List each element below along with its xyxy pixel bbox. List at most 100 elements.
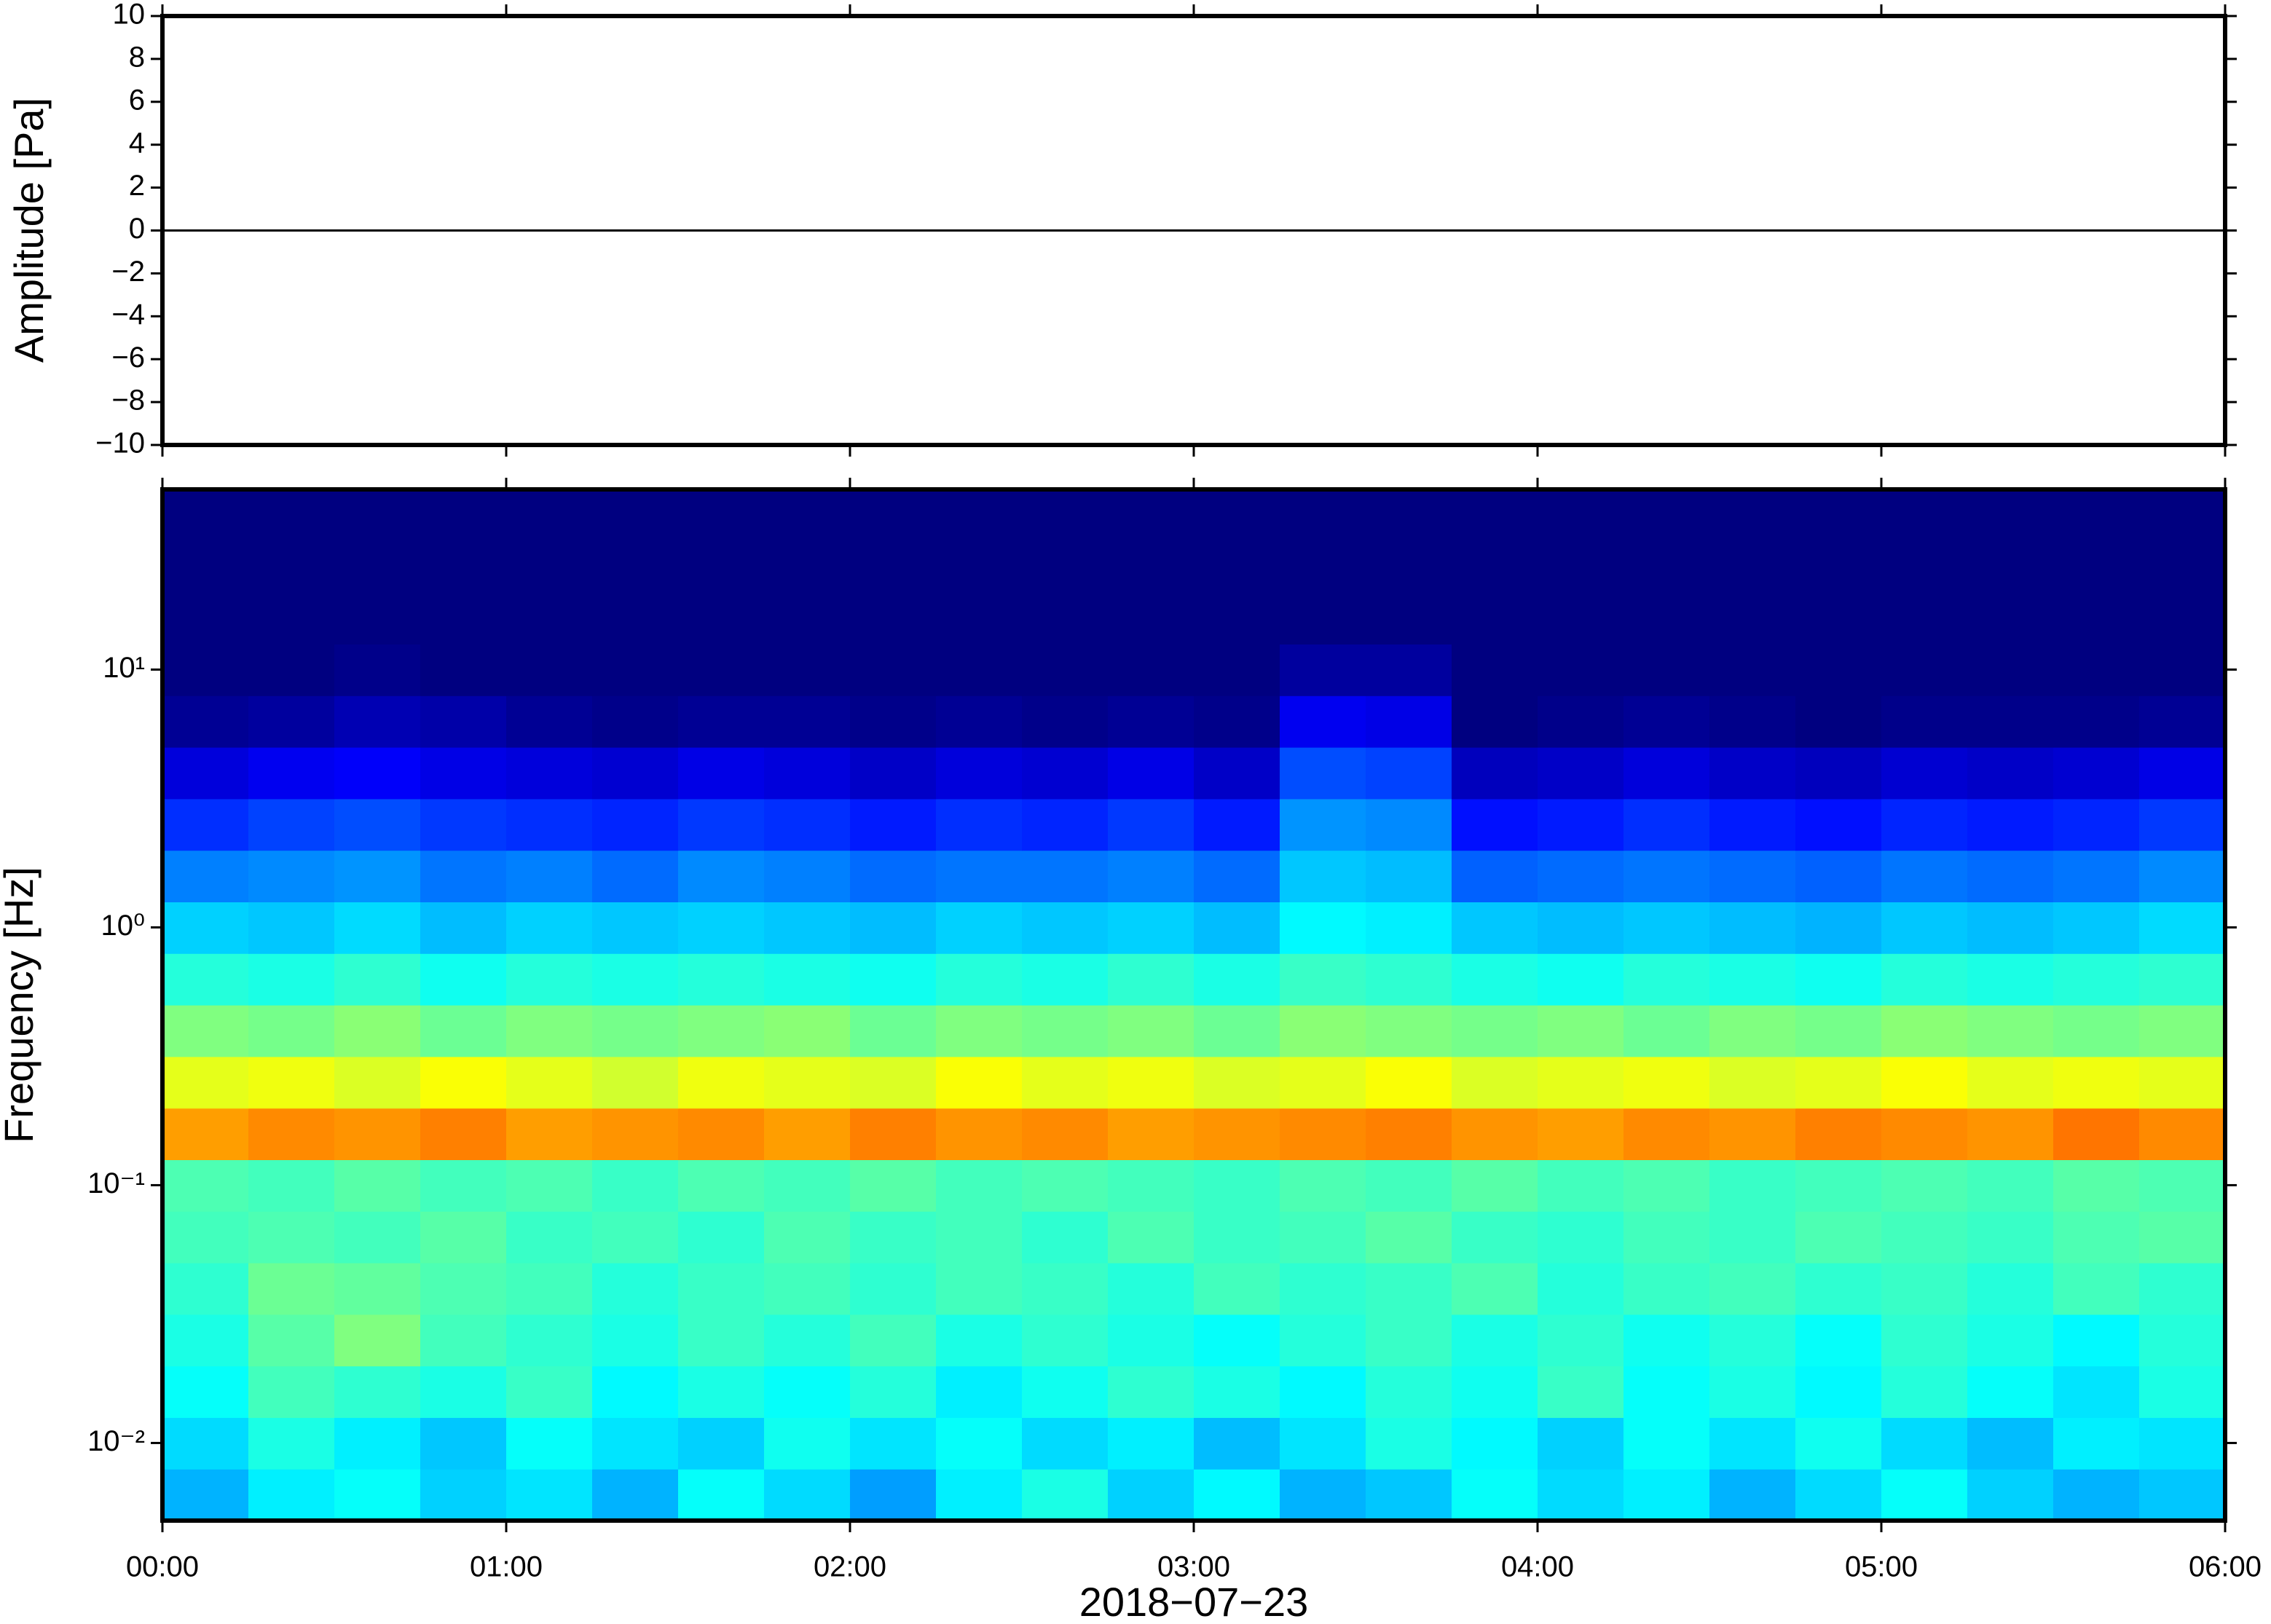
heatmap-cell <box>1194 1159 1280 1212</box>
heatmap-cell <box>1795 1469 1882 1521</box>
heatmap-cell <box>592 798 679 851</box>
heatmap-cell <box>1967 798 2054 851</box>
heatmap-cell <box>1452 1159 1538 1212</box>
heatmap-cell <box>420 1314 507 1367</box>
heatmap-cell <box>1452 747 1538 800</box>
heatmap-cell <box>1538 644 1624 696</box>
heatmap-cell <box>506 1056 593 1109</box>
heatmap-cell <box>678 1056 765 1109</box>
heatmap-cell <box>1967 592 2054 645</box>
heatmap-cell <box>936 747 1023 800</box>
heatmap-cell <box>1538 850 1624 902</box>
heatmap-cell <box>2139 1365 2226 1418</box>
heatmap-cell <box>1623 1469 1710 1521</box>
heatmap-cell <box>1623 1005 1710 1057</box>
heatmap-cell <box>1108 489 1194 542</box>
heatmap-cell <box>1022 1108 1109 1160</box>
heatmap-cell <box>334 644 421 696</box>
heatmap-cell <box>936 1005 1023 1057</box>
heatmap-cell <box>2053 1263 2140 1315</box>
heatmap-cell <box>1108 1005 1194 1057</box>
heatmap-cell <box>1452 798 1538 851</box>
heatmap-cell <box>506 1005 593 1057</box>
heatmap-cell <box>162 902 249 954</box>
heatmap-cell <box>420 953 507 1006</box>
heatmap-cell <box>248 1365 335 1418</box>
heatmap-cell <box>1280 1005 1366 1057</box>
heatmap-cell <box>764 798 851 851</box>
heatmap-cell <box>1108 1365 1194 1418</box>
heatmap-cell <box>592 1159 679 1212</box>
heatmap-cell <box>850 695 937 748</box>
heatmap-cell <box>1623 1417 1710 1470</box>
heatmap-cell <box>1795 1417 1882 1470</box>
heatmap-cell <box>1366 695 1452 748</box>
y-tick-label: −2 <box>111 256 145 288</box>
heatmap-cell <box>1538 1263 1624 1315</box>
heatmap-cell <box>1967 695 2054 748</box>
heatmap-cell <box>2139 1056 2226 1109</box>
heatmap-cell <box>678 1005 765 1057</box>
heatmap-cell <box>248 1469 335 1521</box>
heatmap-cell <box>1280 1159 1366 1212</box>
heatmap-cell <box>334 540 421 594</box>
heatmap-cell <box>1194 1108 1280 1160</box>
heatmap-cell <box>850 540 937 594</box>
heatmap-cell <box>1366 1365 1452 1418</box>
heatmap-cell <box>420 798 507 851</box>
heatmap-cell <box>1881 953 1968 1006</box>
heatmap-cell <box>1366 1159 1452 1212</box>
heatmap-cell <box>1538 489 1624 542</box>
heatmap-cell <box>592 489 679 542</box>
heatmap-cell <box>1366 1005 1452 1057</box>
heatmap-cell <box>1623 1263 1710 1315</box>
heatmap-cell <box>678 540 765 594</box>
heatmap-cell <box>1538 902 1624 954</box>
heatmap-cell <box>1709 1005 1796 1057</box>
heatmap-cell <box>1022 1417 1109 1470</box>
heatmap-cell <box>248 1056 335 1109</box>
heatmap-cell <box>850 1314 937 1367</box>
heatmap-cell <box>1795 953 1882 1006</box>
heatmap-cell <box>420 1469 507 1521</box>
heatmap-cell <box>1022 1211 1109 1264</box>
x-tick-label: 06:00 <box>2189 1551 2262 1583</box>
heatmap-cell <box>1194 1469 1280 1521</box>
heatmap-cell <box>334 1417 421 1470</box>
heatmap-cell <box>1108 695 1194 748</box>
heatmap-cell <box>1194 850 1280 902</box>
heatmap-cell <box>1280 1108 1366 1160</box>
heatmap-cell <box>1709 747 1796 800</box>
heatmap-cell <box>1795 1314 1882 1367</box>
heatmap-cell <box>1538 1159 1624 1212</box>
heatmap-cell <box>334 747 421 800</box>
heatmap-cell <box>2053 1159 2140 1212</box>
x-tick-label: 04:00 <box>1501 1551 1574 1583</box>
heatmap-cell <box>420 695 507 748</box>
heatmap-cell <box>936 1211 1023 1264</box>
heatmap-cell <box>1194 695 1280 748</box>
heatmap-cell <box>334 798 421 851</box>
heatmap-cell <box>850 850 937 902</box>
heatmap-cell <box>850 1263 937 1315</box>
y-tick-label: 10⁻² <box>87 1425 145 1457</box>
heatmap-cell <box>506 592 593 645</box>
y-axis-title: Frequency [Hz] <box>0 867 42 1143</box>
heatmap-cell <box>1795 1159 1882 1212</box>
heatmap-cell <box>162 1005 249 1057</box>
heatmap-cell <box>1022 1365 1109 1418</box>
heatmap-cell <box>1967 1108 2054 1160</box>
heatmap-cell <box>678 1469 765 1521</box>
heatmap-cell <box>1881 902 1968 954</box>
heatmap-cell <box>248 1314 335 1367</box>
heatmap-cell <box>1967 1263 2054 1315</box>
heatmap-cell <box>162 1211 249 1264</box>
heatmap-cell <box>1623 747 1710 800</box>
heatmap-cell <box>1881 1159 1968 1212</box>
heatmap-cell <box>1709 902 1796 954</box>
heatmap-cell <box>1709 1108 1796 1160</box>
heatmap-cell <box>2139 489 2226 542</box>
heatmap-cell <box>936 1159 1023 1212</box>
heatmap-cell <box>1452 592 1538 645</box>
heatmap-cell <box>592 747 679 800</box>
